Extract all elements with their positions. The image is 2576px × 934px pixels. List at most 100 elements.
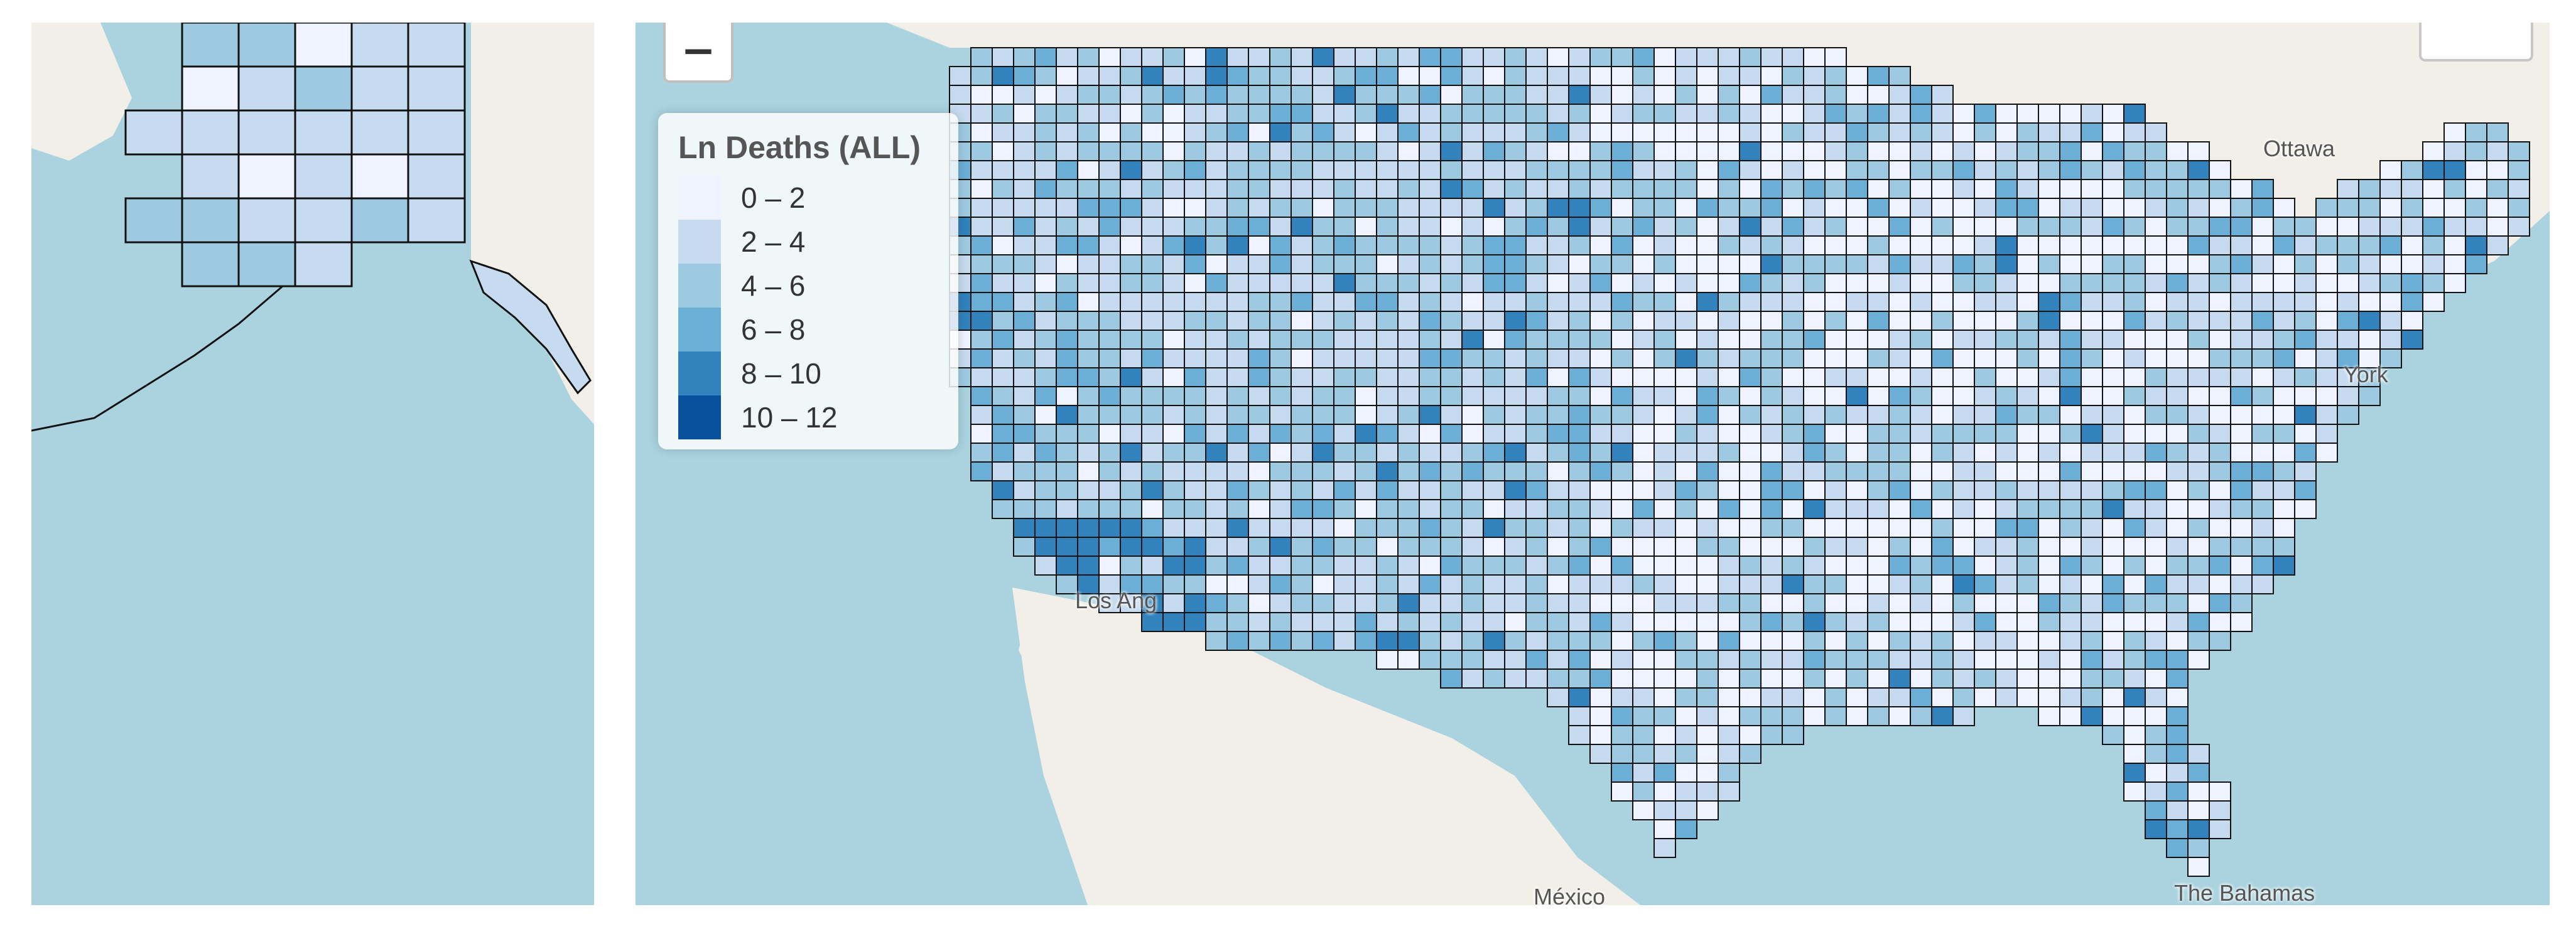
county[interactable] (1910, 217, 1932, 237)
county[interactable] (1056, 405, 1078, 425)
county[interactable] (2251, 386, 2274, 406)
county[interactable] (1056, 443, 1078, 463)
county[interactable] (1718, 198, 1740, 218)
county[interactable] (1077, 386, 1100, 406)
county[interactable] (2123, 537, 2146, 557)
county[interactable] (1995, 386, 2018, 406)
county[interactable] (1141, 66, 1164, 86)
county[interactable] (1653, 47, 1676, 67)
county[interactable] (1226, 292, 1249, 312)
county[interactable] (2209, 348, 2231, 368)
county[interactable] (1226, 424, 1249, 444)
county[interactable] (1589, 537, 1612, 557)
county[interactable] (1205, 122, 1228, 142)
county[interactable] (1589, 424, 1612, 444)
county[interactable] (1952, 235, 1975, 255)
county[interactable] (1355, 141, 1377, 161)
county[interactable] (1910, 424, 1932, 444)
county[interactable] (1931, 235, 1954, 255)
county[interactable] (1162, 198, 1185, 218)
county[interactable] (1803, 47, 1826, 67)
county[interactable] (2230, 518, 2253, 538)
county[interactable] (1995, 273, 2018, 293)
county[interactable] (1974, 593, 1996, 613)
county[interactable] (2166, 348, 2189, 368)
county[interactable] (1077, 273, 1100, 293)
county[interactable] (2166, 443, 2189, 463)
county[interactable] (2273, 537, 2295, 557)
county[interactable] (1269, 273, 1292, 293)
county[interactable] (2123, 160, 2146, 180)
county[interactable] (2230, 386, 2253, 406)
county[interactable] (2081, 424, 2103, 444)
county[interactable] (1653, 461, 1676, 481)
county[interactable] (2209, 292, 2231, 312)
county[interactable] (2230, 217, 2253, 237)
county[interactable] (2059, 668, 2082, 689)
county[interactable] (2123, 235, 2146, 255)
county[interactable] (1974, 311, 1996, 331)
county[interactable] (1632, 612, 1655, 632)
county[interactable] (1013, 518, 1036, 538)
county[interactable] (1974, 292, 1996, 312)
county[interactable] (1974, 461, 1996, 481)
county[interactable] (1483, 179, 1505, 199)
county[interactable] (1419, 330, 1441, 350)
county[interactable] (2251, 537, 2274, 557)
county[interactable] (1397, 556, 1420, 576)
county[interactable] (1653, 706, 1676, 726)
county[interactable] (1589, 348, 1612, 368)
county[interactable] (1974, 650, 1996, 670)
county[interactable] (1675, 273, 1697, 293)
county[interactable] (1632, 198, 1655, 218)
county[interactable] (2081, 612, 2103, 632)
county[interactable] (1333, 179, 1356, 199)
county[interactable] (1632, 66, 1655, 86)
county[interactable] (1162, 367, 1185, 387)
county[interactable] (2358, 235, 2381, 255)
county[interactable] (2230, 273, 2253, 293)
county[interactable] (1760, 330, 1783, 350)
county[interactable] (1376, 424, 1399, 444)
county[interactable] (2145, 480, 2167, 500)
county[interactable] (1696, 66, 1719, 86)
county[interactable] (1952, 292, 1975, 312)
county[interactable] (1803, 631, 1826, 651)
county[interactable] (2187, 574, 2210, 594)
county[interactable] (1760, 198, 1783, 218)
county[interactable] (2145, 744, 2167, 764)
county[interactable] (1269, 518, 1292, 538)
county[interactable] (2251, 348, 2274, 368)
county[interactable] (1312, 348, 1334, 368)
county[interactable] (1504, 198, 1527, 218)
county[interactable] (2294, 254, 2317, 274)
county[interactable] (2059, 273, 2082, 293)
county[interactable] (1803, 104, 1826, 124)
county[interactable] (2016, 405, 2039, 425)
county[interactable] (1910, 443, 1932, 463)
county[interactable] (2123, 348, 2146, 368)
county[interactable] (1461, 461, 1484, 481)
county[interactable] (1910, 179, 1932, 199)
county[interactable] (1653, 141, 1676, 161)
county[interactable] (1184, 330, 1206, 350)
county[interactable] (1675, 141, 1697, 161)
county[interactable] (1995, 668, 2018, 689)
county[interactable] (1867, 292, 1890, 312)
county[interactable] (1739, 593, 1762, 613)
county[interactable] (1782, 367, 1804, 387)
county[interactable] (1184, 593, 1206, 613)
county[interactable] (1589, 122, 1612, 142)
county[interactable] (1632, 104, 1655, 124)
county[interactable] (2102, 612, 2124, 632)
county[interactable] (1931, 367, 1954, 387)
county[interactable] (1824, 612, 1847, 632)
county[interactable] (1141, 518, 1164, 538)
county[interactable] (2145, 367, 2167, 387)
county[interactable] (1397, 66, 1420, 86)
county[interactable] (2166, 405, 2189, 425)
borough[interactable] (181, 109, 240, 156)
county[interactable] (1696, 254, 1719, 274)
county[interactable] (1355, 348, 1377, 368)
county[interactable] (2379, 198, 2402, 218)
